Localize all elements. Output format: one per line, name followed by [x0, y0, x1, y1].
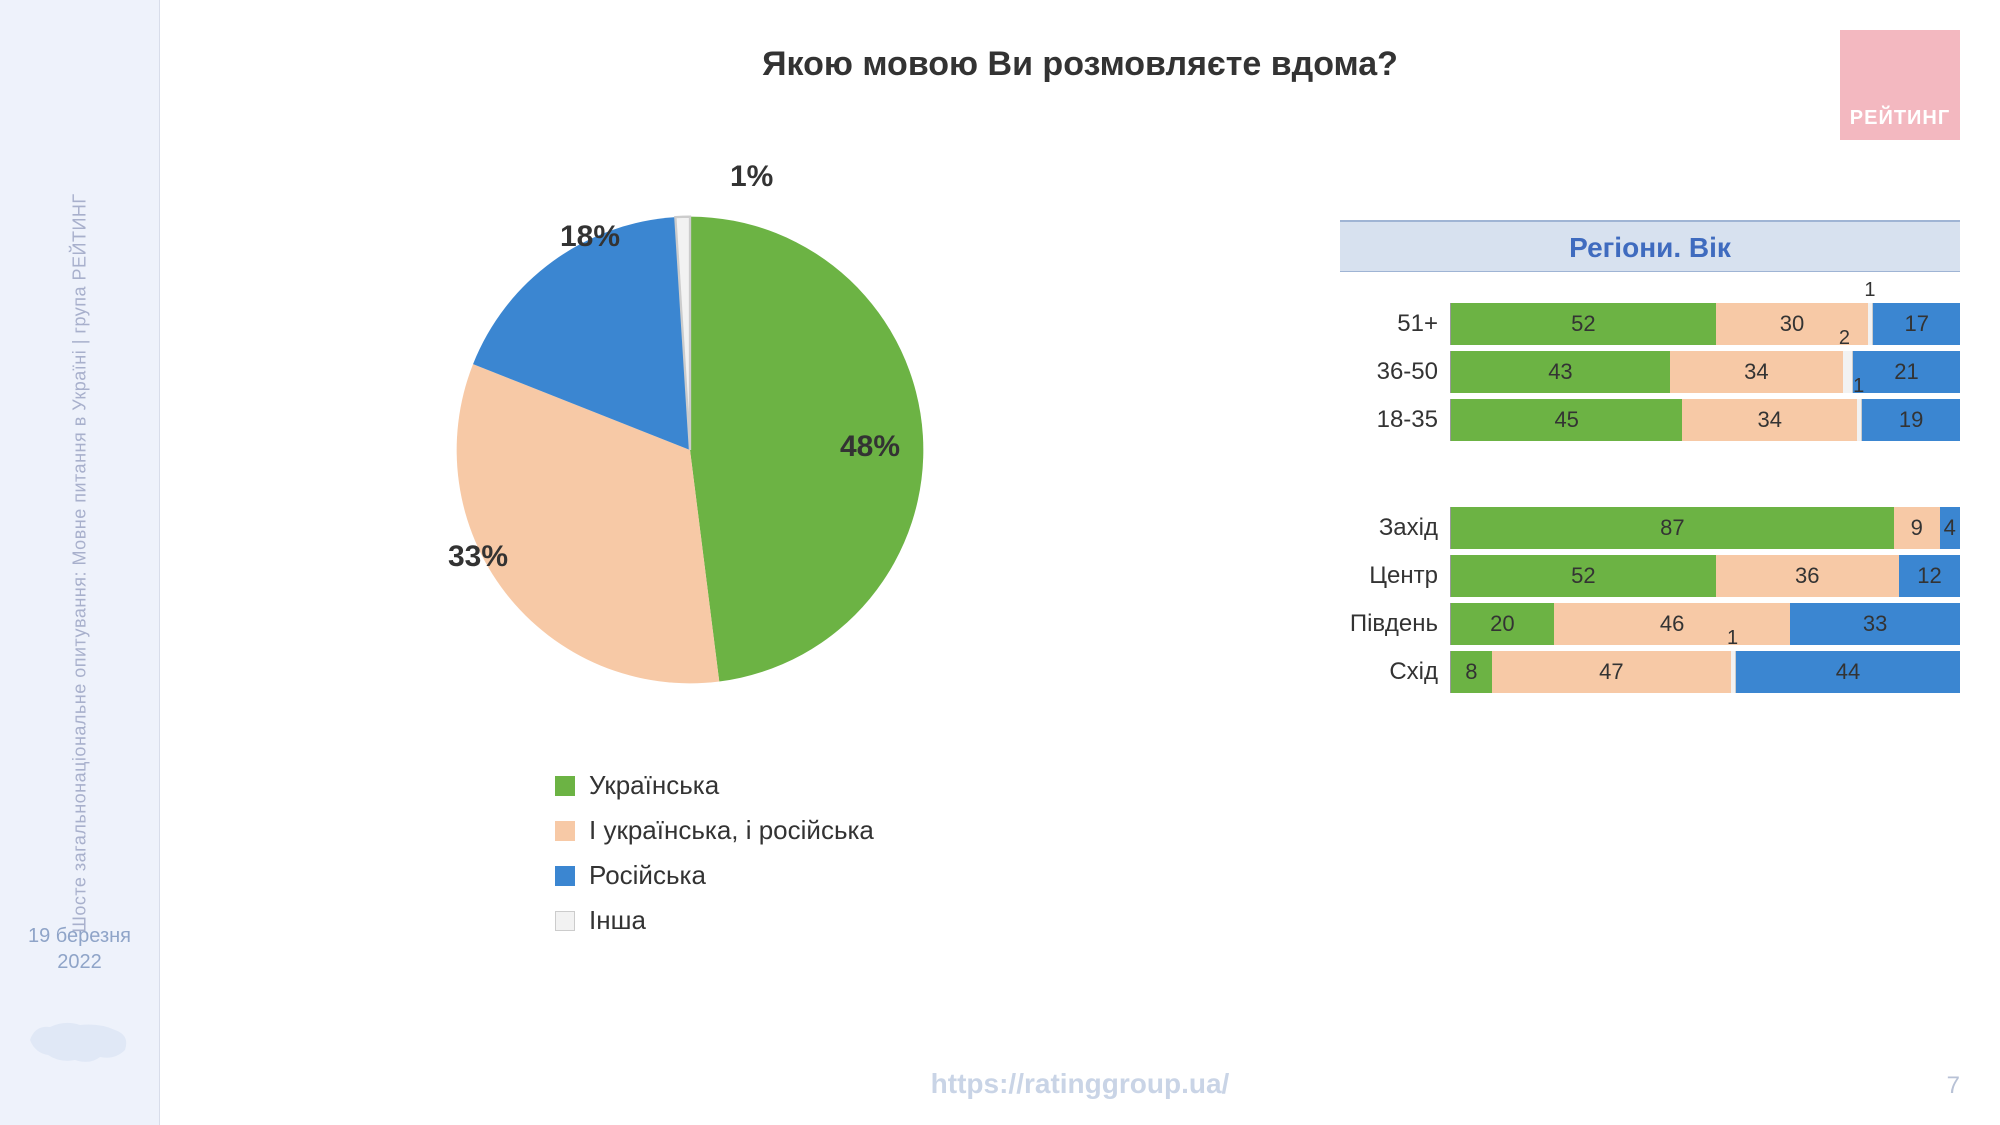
pie-label-other: 1% — [730, 160, 773, 194]
bar-row: 18-354534119 — [1340, 396, 1960, 444]
legend-item-russian: Російська — [555, 860, 874, 891]
legend: Українська І українська, і російська Росій… — [555, 770, 874, 950]
bar-value: 2 — [1839, 327, 1850, 350]
legend-label-ukrainian: Українська — [589, 770, 719, 801]
legend-label-other: Інша — [589, 905, 646, 936]
sidebar-date-line1: 19 березня — [0, 923, 159, 949]
sidebar-date-line2: 2022 — [0, 949, 159, 975]
bar-segment-other: 2 — [1843, 351, 1853, 393]
bar-category: Схід — [1340, 658, 1450, 686]
bar-row: 36-504334221 — [1340, 348, 1960, 396]
bar-segment-both: 47 — [1492, 651, 1731, 693]
legend-label-both: І українська, і російська — [589, 815, 874, 846]
bar-row: Схід847144 — [1340, 648, 1960, 696]
bar-value: 1 — [1853, 375, 1864, 398]
bar-segment-ukrainian: 52 — [1451, 555, 1716, 597]
bar-segment-both: 34 — [1670, 351, 1843, 393]
legend-swatch-russian — [555, 866, 575, 886]
sidebar: Шосте загальнонаціональне опитування: Мо… — [0, 0, 160, 1125]
pie-label-russian: 18% — [560, 220, 620, 254]
legend-swatch-ukrainian — [555, 776, 575, 796]
bar-row: Південь204633 — [1340, 600, 1960, 648]
bar-value: 1 — [1864, 279, 1875, 302]
pie-chart: 48%33%18%1% — [410, 170, 970, 730]
bar-segment-both: 46 — [1554, 603, 1791, 645]
bar-segment-russian: 33 — [1790, 603, 1960, 645]
bar-segment-russian: 17 — [1873, 303, 1960, 345]
rating-logo: РЕЙТИНГ — [1840, 30, 1960, 140]
bar-track: 4534119 — [1450, 399, 1960, 441]
rating-logo-text: РЕЙТИНГ — [1850, 107, 1950, 130]
bar-segment-russian: 4 — [1940, 507, 1960, 549]
bar-track: 204633 — [1450, 603, 1960, 645]
bar-track: 523612 — [1450, 555, 1960, 597]
bar-category: 51+ — [1340, 310, 1450, 338]
legend-item-both: І українська, і російська — [555, 815, 874, 846]
bar-category: Південь — [1340, 610, 1450, 638]
pie-label-ukrainian: 48% — [840, 430, 900, 464]
pie-label-both: 33% — [448, 540, 508, 574]
bar-segment-ukrainian: 87 — [1451, 507, 1894, 549]
stacked-bars: 51+523011736-50433422118-354534119Захід8… — [1340, 300, 1960, 704]
ukraine-map-icon — [20, 1005, 140, 1075]
sidebar-date: 19 березня 2022 — [0, 923, 159, 975]
bar-segment-ukrainian: 43 — [1451, 351, 1670, 393]
footer-url: https://ratinggroup.ua/ — [160, 1068, 2000, 1100]
legend-item-other: Інша — [555, 905, 874, 936]
bar-segment-russian: 12 — [1899, 555, 1960, 597]
bar-segment-ukrainian: 52 — [1451, 303, 1716, 345]
bar-segment-both: 34 — [1682, 399, 1857, 441]
legend-swatch-both — [555, 821, 575, 841]
page-number: 7 — [1947, 1072, 1960, 1100]
bar-segment-both: 9 — [1894, 507, 1940, 549]
legend-swatch-other — [555, 911, 575, 931]
legend-label-russian: Російська — [589, 860, 706, 891]
page-title: Якою мовою Ви розмовляєте вдома? — [160, 45, 2000, 84]
bar-track: 4334221 — [1450, 351, 1960, 393]
bar-category: 18-35 — [1340, 406, 1450, 434]
bar-row: Центр523612 — [1340, 552, 1960, 600]
bars-header: Регіони. Вік — [1340, 220, 1960, 272]
bar-track: 8794 — [1450, 507, 1960, 549]
bar-category: Захід — [1340, 514, 1450, 542]
bar-row: Захід8794 — [1340, 504, 1960, 552]
bar-segment-ukrainian: 45 — [1451, 399, 1682, 441]
bar-segment-both: 36 — [1716, 555, 1899, 597]
bar-row: 51+5230117 — [1340, 300, 1960, 348]
bar-segment-russian: 44 — [1736, 651, 1960, 693]
bar-segment-ukrainian: 20 — [1451, 603, 1554, 645]
legend-item-ukrainian: Українська — [555, 770, 874, 801]
bar-segment-russian: 19 — [1862, 399, 1960, 441]
sidebar-survey-title: Шосте загальнонаціональне опитування: Мо… — [69, 193, 90, 932]
bar-category: Центр — [1340, 562, 1450, 590]
bar-segment-ukrainian: 8 — [1451, 651, 1492, 693]
main-content: Якою мовою Ви розмовляєте вдома? РЕЙТИНГ… — [160, 0, 2000, 1125]
bar-track: 5230117 — [1450, 303, 1960, 345]
bar-segment-russian: 21 — [1853, 351, 1960, 393]
bar-value: 1 — [1727, 627, 1738, 650]
bar-category: 36-50 — [1340, 358, 1450, 386]
bar-track: 847144 — [1450, 651, 1960, 693]
